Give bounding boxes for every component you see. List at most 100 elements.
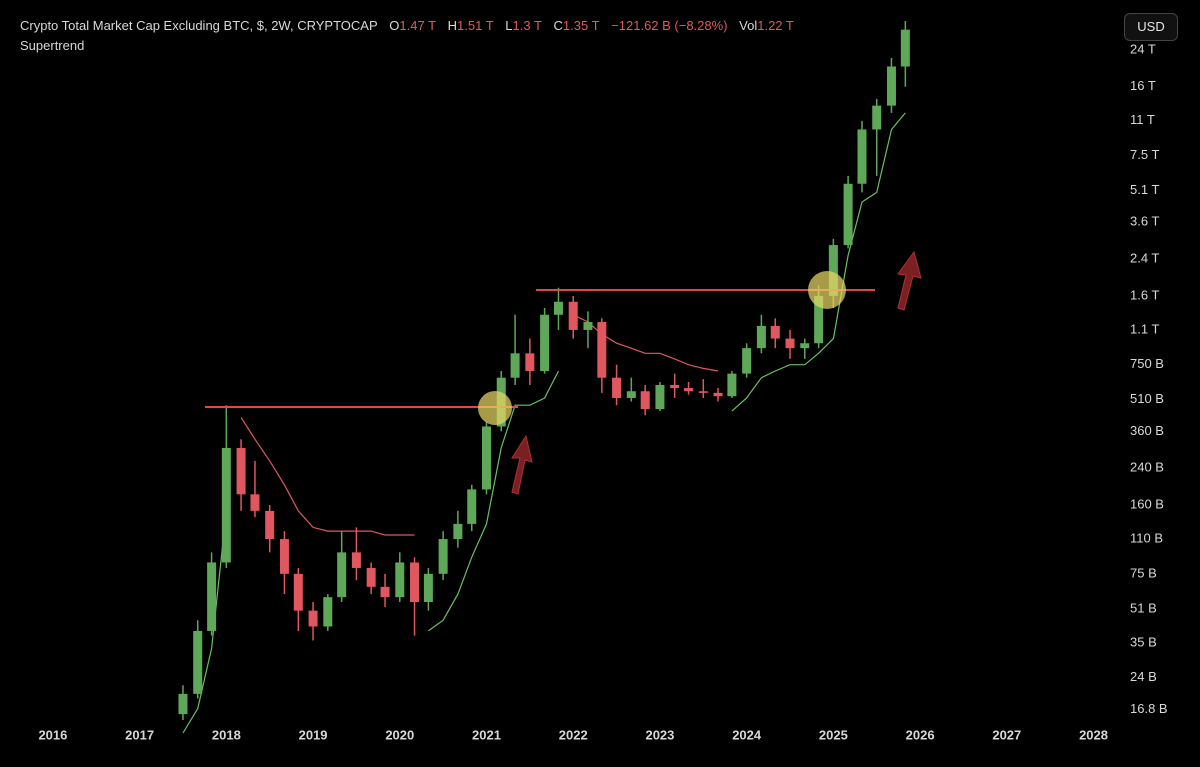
y-tick-label: 16.8 B [1130,701,1168,716]
candle-body [612,377,622,398]
candle-body [785,338,795,349]
candle-body [323,597,333,627]
indicator: Supertrend [20,38,85,53]
supertrend-line [182,112,906,734]
y-tick-label: 11 T [1130,112,1155,127]
y-tick-label: 750 B [1130,356,1164,371]
candle-body [265,510,275,540]
x-tick-label: 2023 [645,727,674,742]
candle-body [221,447,231,563]
candle-body [467,489,477,524]
candle-body [366,567,376,587]
breakout-circle [808,271,846,309]
arrow [511,434,533,495]
y-tick-label: 110 B [1130,530,1163,545]
y-tick-label: 24 B [1130,669,1157,684]
y-tick-label: 160 B [1130,496,1164,511]
candle-body [178,693,188,715]
candle-body [900,29,910,67]
y-tick-label: 3.6 T [1130,214,1159,229]
candle-body [872,105,882,130]
x-tick-label: 2018 [212,727,241,742]
candle-body [742,348,752,374]
x-tick-label: 2016 [38,727,67,742]
value: 1.47 T [399,18,437,33]
x-tick-label: 2028 [1079,727,1108,742]
x-tick-label: 2025 [819,727,848,742]
x-tick-label: 2026 [906,727,935,742]
supertrend-line [240,314,719,536]
candle-body [525,353,535,371]
candle-body [510,353,520,378]
x-tick-label: 2019 [299,727,328,742]
currency-button[interactable]: USD [1124,13,1178,41]
candle-body [481,426,491,490]
y-tick-label: 35 B [1130,634,1157,649]
candle-body [279,539,289,574]
y-tick-label: 7.5 T [1130,147,1159,162]
candle-body [727,373,737,397]
candle-body [770,325,780,339]
candle-body [756,325,766,349]
y-tick-label: 16 T [1130,78,1156,93]
annotations [205,250,922,495]
label: Vol [739,18,758,33]
candle-body [583,322,593,330]
y-tick-label: 240 B [1130,460,1164,475]
value: 1.3 T [512,18,542,33]
candle-body [655,384,665,410]
candle-body [423,573,433,602]
candle-body [857,129,867,184]
label: O [389,18,400,33]
candle-body [684,388,694,392]
candle-body [553,301,563,315]
x-tick-label: 2017 [125,727,154,742]
y-tick-label: 510 B [1130,391,1164,406]
value: 1.22 T [757,18,794,33]
value: 1.35 T [562,18,600,33]
candle-body [698,391,708,393]
candle-body [843,183,853,246]
y-tick-label: 2.4 T [1130,251,1159,266]
candle-body [670,384,680,389]
x-tick-label: 2021 [472,727,501,742]
x-tick-label: 2024 [732,727,762,742]
y-tick-label: 1.1 T [1130,321,1159,336]
candle-body [800,343,810,349]
candle-body [193,630,203,694]
candle-body [293,573,303,611]
y-tick-label: 24 T [1130,41,1156,56]
label: H [447,18,458,33]
candle-body [337,552,347,598]
y-tick-label: 1.6 T [1130,287,1159,302]
x-tick-label: 2022 [559,727,588,742]
y-tick-label: 5.1 T [1130,182,1159,197]
y-tick-label: 75 B [1130,565,1157,580]
label: C [553,18,563,33]
candle-body [207,562,217,631]
value: 1.51 T [457,18,494,33]
y-tick-label: 360 B [1130,423,1164,438]
breakout-circle [478,391,512,425]
y-tick-label: 51 B [1130,600,1157,615]
candle-body [395,562,405,598]
candle-body [236,447,246,495]
candle-body [351,552,361,568]
candle-body [713,392,723,397]
candle-body [438,539,448,574]
label: L [505,18,513,33]
legend: Crypto Total Market Cap Excluding BTC, $… [20,16,802,56]
candle-body [568,301,578,330]
change: −121.62 B (−8.28%) [611,18,728,33]
candle-body [640,391,650,410]
candle-body [380,586,390,598]
candle-body [814,295,824,344]
candle-body [410,562,420,602]
candle-body [597,322,607,378]
candle-body [828,245,838,296]
symbol-line: Crypto Total Market Cap Excluding BTC, $… [20,16,802,36]
candle-body [886,66,896,106]
candle-body [250,494,260,511]
